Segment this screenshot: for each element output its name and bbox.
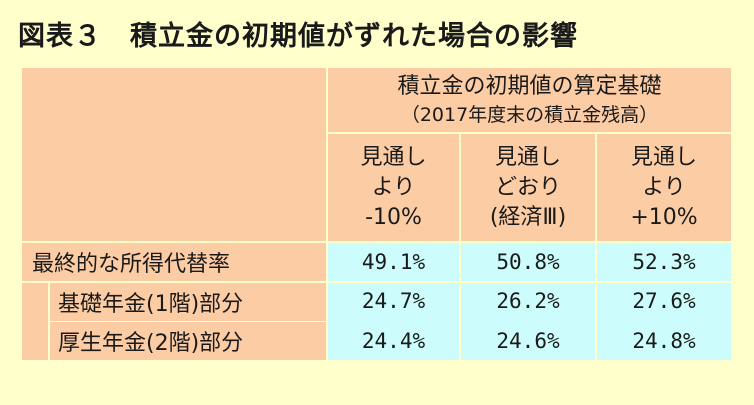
row-label-text: 基礎年金(1階)部分 [58,292,244,317]
column-header-minus10: 見通し より -10% [328,134,459,241]
column-header-line: (経済Ⅲ) [489,204,567,230]
group-header-cell: 積立金の初期値の算定基礎 （2017年度末の積立金残高） [328,68,731,132]
column-header-line: 見通し [360,144,427,170]
value-cell: 50.8% [461,243,595,281]
value-cell: 24.8% [632,329,696,353]
column-header-line: どおり [494,174,561,200]
group-header-subtitle: （2017年度末の積立金残高） [400,104,659,126]
value-cell: 27.6% [597,283,731,360]
row-label-total: 最終的な所得代替率 [22,243,326,281]
column-header-line: より [371,174,416,200]
column-header-baseline: 見通し どおり (経済Ⅲ) [461,134,595,241]
value-cell: 52.3% [597,243,731,281]
value-cell: 26.2% [461,283,595,360]
value-cell: 24.7% [328,283,459,360]
row-label-basic-pension: 基礎年金(1階)部分 [50,283,326,321]
value-cell: 24.4% [361,329,426,353]
column-header-plus10: 見通し より +10% [597,134,731,241]
row-label-employee-pension: 厚生年金(2階)部分 [50,322,326,360]
row-label-text: 最終的な所得代替率 [32,252,231,277]
indent-block [22,283,48,360]
column-header-line: 見通し [630,144,697,170]
value-cell: 24.6% [496,329,560,353]
header-corner-cell [22,68,326,241]
value-cell: 49.1% [328,243,459,281]
row-label-text: 厚生年金(2階)部分 [58,331,244,356]
column-header-line: 見通し [494,144,561,170]
impact-table: 積立金の初期値の算定基礎 （2017年度末の積立金残高） 見通し より -10%… [22,68,731,360]
group-header-title: 積立金の初期値の算定基礎 [397,74,662,99]
column-header-line: -10% [365,204,422,230]
column-header-line: +10% [630,204,698,230]
column-header-line: より [642,174,686,200]
figure-title: 図表３ 積立金の初期値がずれた場合の影響 [18,21,578,52]
